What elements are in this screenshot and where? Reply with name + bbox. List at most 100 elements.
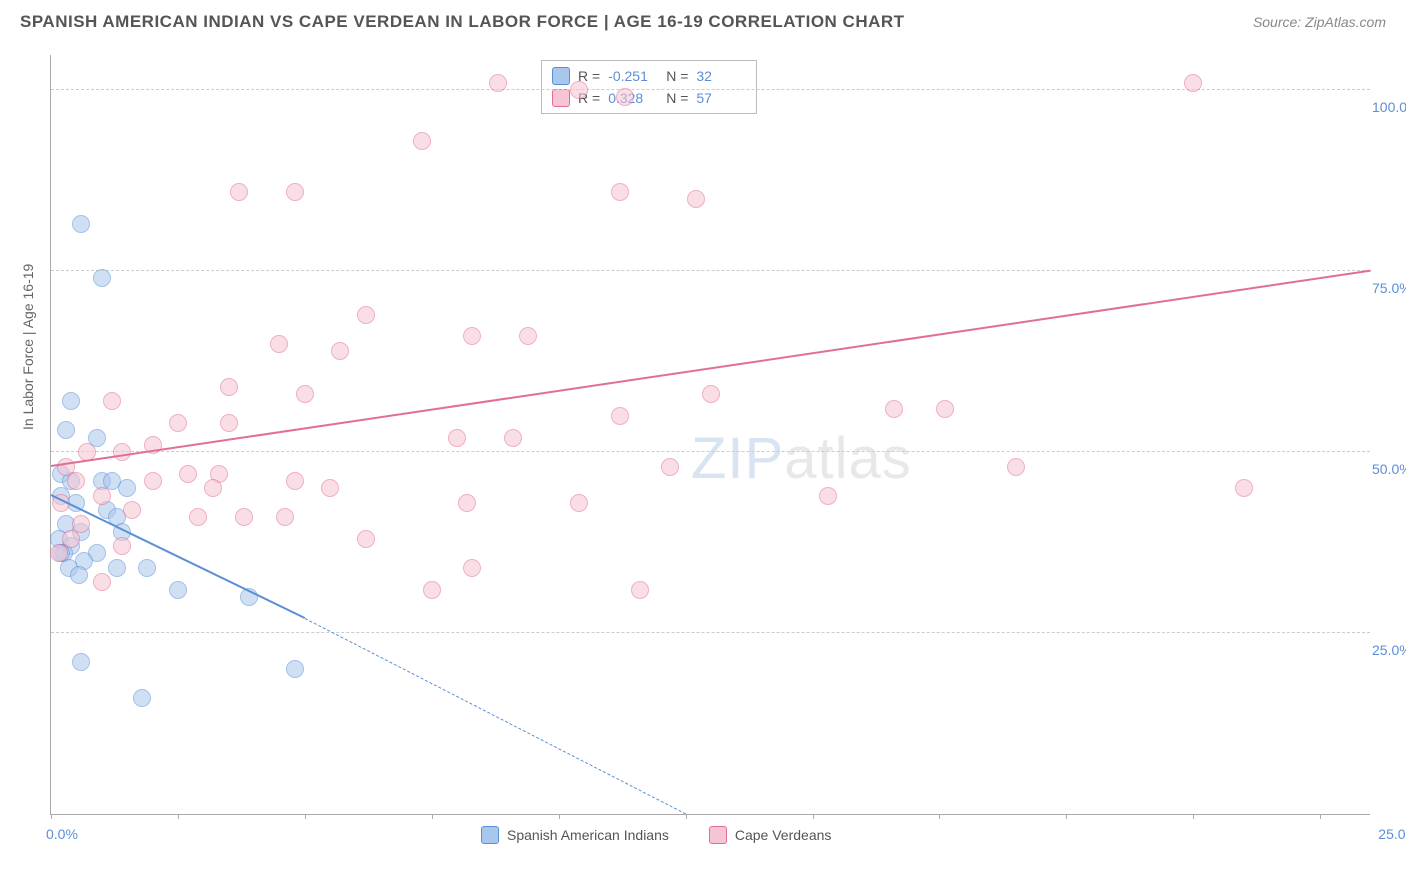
scatter-point xyxy=(72,653,90,671)
scatter-point xyxy=(189,508,207,526)
trend-line xyxy=(51,269,1371,466)
x-tick-mark xyxy=(1066,814,1067,819)
legend-item: Spanish American Indians xyxy=(481,826,669,844)
scatter-point xyxy=(611,407,629,425)
scatter-point xyxy=(885,400,903,418)
gridline xyxy=(51,270,1370,271)
chart-header: SPANISH AMERICAN INDIAN VS CAPE VERDEAN … xyxy=(0,0,1406,40)
scatter-point xyxy=(50,544,68,562)
scatter-point xyxy=(423,581,441,599)
n-value: 32 xyxy=(696,68,746,84)
scatter-point xyxy=(286,183,304,201)
scatter-point xyxy=(448,429,466,447)
n-value: 57 xyxy=(696,90,746,106)
scatter-point xyxy=(118,479,136,497)
scatter-point xyxy=(235,508,253,526)
x-tick-mark xyxy=(1193,814,1194,819)
source-attribution: Source: ZipAtlas.com xyxy=(1253,14,1386,30)
x-tick-mark xyxy=(1320,814,1321,819)
scatter-point xyxy=(144,472,162,490)
y-tick-label: 100.0% xyxy=(1372,99,1406,115)
legend-label: Spanish American Indians xyxy=(507,827,669,843)
n-label: N = xyxy=(666,68,688,84)
correlation-chart: ZIPatlas R =-0.251N =32R =0.328N =57 Spa… xyxy=(50,55,1370,815)
scatter-point xyxy=(463,327,481,345)
scatter-point xyxy=(169,581,187,599)
x-tick-mark xyxy=(305,814,306,819)
scatter-point xyxy=(616,88,634,106)
scatter-point xyxy=(463,559,481,577)
x-tick-mark xyxy=(813,814,814,819)
x-tick-mark xyxy=(178,814,179,819)
scatter-point xyxy=(504,429,522,447)
scatter-point xyxy=(296,385,314,403)
gridline xyxy=(51,632,1370,633)
scatter-point xyxy=(179,465,197,483)
scatter-point xyxy=(220,414,238,432)
scatter-point xyxy=(57,421,75,439)
gridline xyxy=(51,451,1370,452)
x-tick-mark xyxy=(939,814,940,819)
scatter-point xyxy=(936,400,954,418)
scatter-point xyxy=(103,392,121,410)
scatter-point xyxy=(169,414,187,432)
scatter-point xyxy=(113,537,131,555)
scatter-point xyxy=(220,378,238,396)
y-tick-label: 50.0% xyxy=(1372,461,1406,477)
scatter-point xyxy=(687,190,705,208)
gridline xyxy=(51,89,1370,90)
scatter-point xyxy=(276,508,294,526)
scatter-point xyxy=(286,472,304,490)
x-tick-mark xyxy=(686,814,687,819)
scatter-point xyxy=(93,487,111,505)
y-axis-label: In Labor Force | Age 16-19 xyxy=(20,264,36,430)
series-swatch xyxy=(552,89,570,107)
legend-label: Cape Verdeans xyxy=(735,827,832,843)
y-tick-label: 75.0% xyxy=(1372,280,1406,296)
scatter-point xyxy=(570,81,588,99)
legend-item: Cape Verdeans xyxy=(709,826,832,844)
scatter-point xyxy=(72,215,90,233)
scatter-point xyxy=(67,472,85,490)
scatter-point xyxy=(93,573,111,591)
x-tick-label: 0.0% xyxy=(46,826,78,842)
scatter-point xyxy=(321,479,339,497)
scatter-point xyxy=(113,443,131,461)
scatter-point xyxy=(204,479,222,497)
x-tick-mark xyxy=(51,814,52,819)
scatter-point xyxy=(413,132,431,150)
series-swatch xyxy=(481,826,499,844)
scatter-point xyxy=(1235,479,1253,497)
trend-line-extrapolated xyxy=(305,618,686,814)
scatter-point xyxy=(519,327,537,345)
r-value: -0.251 xyxy=(608,68,658,84)
scatter-point xyxy=(93,269,111,287)
series-swatch xyxy=(709,826,727,844)
scatter-point xyxy=(570,494,588,512)
x-tick-mark xyxy=(432,814,433,819)
scatter-point xyxy=(108,559,126,577)
scatter-point xyxy=(133,689,151,707)
scatter-point xyxy=(72,515,90,533)
series-swatch xyxy=(552,67,570,85)
x-tick-mark xyxy=(559,814,560,819)
scatter-point xyxy=(357,530,375,548)
scatter-point xyxy=(138,559,156,577)
scatter-point xyxy=(62,392,80,410)
scatter-point xyxy=(458,494,476,512)
scatter-point xyxy=(661,458,679,476)
scatter-point xyxy=(357,306,375,324)
scatter-point xyxy=(123,501,141,519)
scatter-point xyxy=(489,74,507,92)
watermark-text: ZIPatlas xyxy=(691,425,912,492)
scatter-point xyxy=(70,566,88,584)
scatter-point xyxy=(1007,458,1025,476)
scatter-point xyxy=(230,183,248,201)
x-tick-label: 25.0% xyxy=(1378,826,1406,842)
scatter-point xyxy=(702,385,720,403)
scatter-point xyxy=(611,183,629,201)
scatter-point xyxy=(819,487,837,505)
series-legend: Spanish American Indians Cape Verdeans xyxy=(481,826,831,844)
chart-title: SPANISH AMERICAN INDIAN VS CAPE VERDEAN … xyxy=(20,12,905,32)
y-tick-label: 25.0% xyxy=(1372,642,1406,658)
